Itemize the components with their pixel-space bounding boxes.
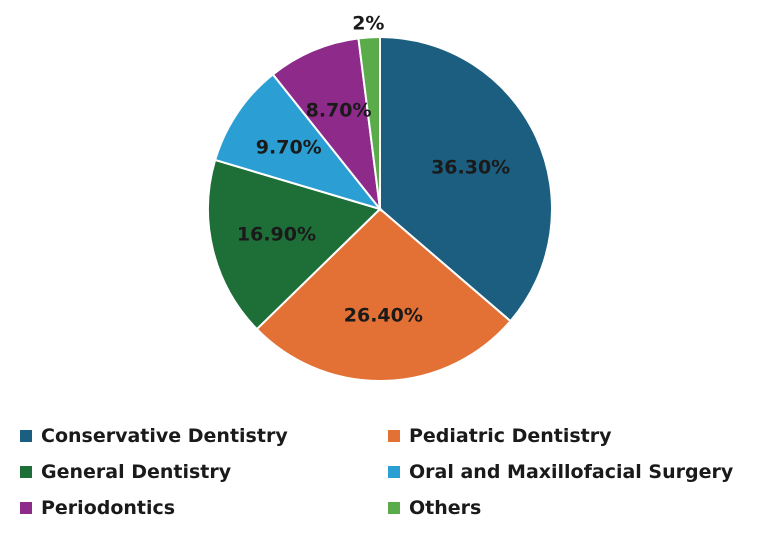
pie-slice-oral-maxillofacial-surgery [213, 73, 383, 211]
data-label-others: 2% [352, 13, 384, 35]
pie-slice-periodontics [271, 37, 382, 213]
pie-slice-conservative-dentistry [379, 35, 553, 323]
data-label-periodontics: 8.70% [306, 100, 372, 122]
pie-slice-others [357, 35, 381, 210]
pie-slice-pediatric-dentistry [255, 207, 512, 382]
data-label-conservative-dentistry: 36.30% [431, 156, 510, 178]
pie-slice-general-dentistry [207, 158, 382, 331]
data-label-general-dentistry: 16.90% [237, 224, 316, 246]
data-label-oral-maxillofacial-surgery: 9.70% [256, 136, 322, 158]
data-label-pediatric-dentistry: 26.40% [344, 305, 423, 327]
